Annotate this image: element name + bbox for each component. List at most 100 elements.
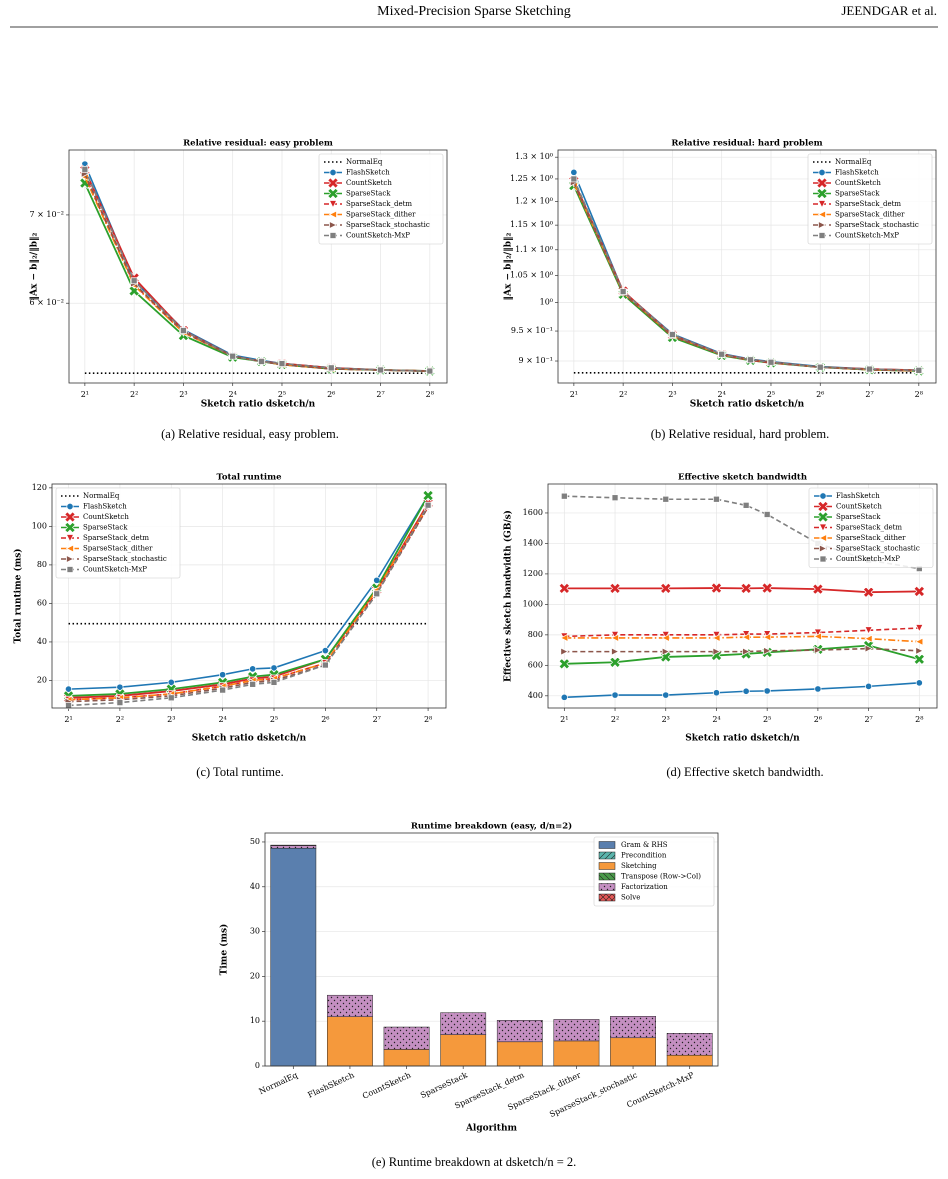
- plot-frame: [264, 832, 719, 1067]
- y-tick-label: 0: [255, 1061, 260, 1070]
- running-authors: JEENDGAR et al.: [841, 3, 937, 18]
- marker: [219, 671, 227, 679]
- marker: [661, 647, 671, 656]
- marker: [660, 582, 672, 595]
- marker: [741, 633, 750, 642]
- marker: [619, 288, 627, 295]
- marker: [742, 647, 751, 656]
- y-tick-label: 40: [250, 882, 260, 891]
- legend-label: SparseStack: [346, 190, 391, 198]
- bar-segment: [440, 1034, 487, 1067]
- x-tick-label: 2³: [668, 390, 676, 399]
- y-tick-label: 1.3 × 10⁰: [515, 152, 553, 161]
- marker: [915, 624, 924, 633]
- marker: [560, 633, 569, 642]
- marker: [713, 495, 720, 503]
- y-tick-label: 1000: [523, 599, 543, 608]
- marker: [611, 494, 619, 502]
- x-tick-label: 2³: [167, 715, 175, 724]
- marker: [116, 699, 124, 706]
- y-tick-label: 20: [37, 675, 47, 684]
- legend-marker: [329, 220, 338, 230]
- plot-frame: [51, 483, 447, 709]
- marker: [64, 685, 73, 693]
- plot-frame: [547, 483, 938, 709]
- marker: [422, 489, 434, 502]
- legend-label: SparseStack_dither: [83, 545, 153, 553]
- marker: [866, 365, 873, 373]
- marker: [661, 631, 670, 640]
- x-tick-label: 2¹: [64, 715, 72, 724]
- legend-label: SparseStack_detm: [83, 534, 149, 542]
- bar-segment: [553, 1040, 600, 1067]
- legend-marker: [66, 566, 74, 573]
- marker: [712, 631, 721, 640]
- legend-swatch: [598, 862, 616, 870]
- marker: [570, 175, 578, 183]
- x-tick-label: 2⁷: [376, 390, 384, 399]
- legend-label: NormalEq: [835, 158, 872, 166]
- y-axis-label: Total runtime (ms): [13, 548, 24, 643]
- x-tick-label: 2⁶: [814, 715, 822, 724]
- y-tick-label: 20: [250, 971, 260, 980]
- marker: [270, 679, 278, 686]
- y-tick-label: 400: [528, 691, 543, 700]
- marker: [558, 582, 570, 595]
- x-axis-label: Algorithm: [465, 1124, 518, 1134]
- y-tick-label: 1.1 × 10⁰: [515, 245, 553, 254]
- marker: [864, 634, 873, 643]
- legend-marker: [819, 555, 827, 563]
- legend-marker: [817, 210, 826, 219]
- y-tick-label: 600: [528, 660, 543, 669]
- x-tick-label: 2⁶: [816, 390, 824, 399]
- marker: [814, 646, 823, 655]
- legend-label: SparseStack: [835, 190, 880, 198]
- marker: [915, 366, 923, 374]
- legend-marker: [329, 168, 337, 177]
- y-tick-label: 10: [250, 1016, 260, 1025]
- y-tick-label: 800: [528, 630, 543, 639]
- bar-segment: [496, 1020, 543, 1043]
- marker: [662, 691, 670, 699]
- marker: [377, 366, 384, 374]
- legend-label: FlashSketch: [835, 169, 879, 177]
- marker: [558, 658, 570, 670]
- legend-marker: [327, 187, 339, 200]
- y-axis-label: ‖Ax − b‖₂/‖b‖₂: [504, 232, 514, 300]
- marker: [65, 702, 72, 709]
- marker: [219, 686, 226, 694]
- legend-marker: [818, 232, 826, 239]
- legend-label: NormalEq: [83, 492, 120, 500]
- x-axis-label: Sketch ratio dsketch/n: [201, 400, 316, 410]
- chart: Runtime breakdown (easy, d/n=2) 0 10 20 30 40…: [219, 821, 719, 1169]
- y-tick-label: 80: [37, 560, 47, 569]
- bar-segment: [610, 1016, 656, 1039]
- bar-segment: [270, 847, 317, 1067]
- marker: [249, 680, 257, 688]
- x-tick-label: 2⁸: [426, 390, 434, 399]
- x-tick-label: 2³: [179, 390, 187, 399]
- bar-segment: [666, 1054, 713, 1067]
- chart-title: Total runtime: [216, 473, 282, 483]
- marker: [915, 679, 923, 687]
- y-tick-label: 1.15 × 10⁰: [510, 220, 553, 229]
- y-tick-label: 6 × 10⁻²: [30, 298, 65, 307]
- chart-title: Relative residual: easy problem: [183, 139, 333, 149]
- marker: [167, 694, 175, 702]
- legend-swatch: [598, 841, 616, 849]
- chart: Total runtime 20 40 60 80 100 120 2¹ 2² 2³ 2⁴ 2⁵ 2⁶ 2…: [13, 473, 447, 779]
- legend-label: SparseStack_detm: [346, 200, 412, 208]
- marker: [710, 582, 723, 594]
- x-tick-label: 2⁵: [763, 715, 771, 724]
- y-tick-label: 7 × 10⁻²: [30, 210, 65, 219]
- y-tick-label: 100: [32, 521, 47, 530]
- figure-caption: (a) Relative residual, easy problem.: [161, 427, 339, 441]
- legend-marker: [65, 534, 75, 543]
- legend-label: Transpose (Row->Col): [621, 873, 701, 881]
- bar-segment: [383, 1026, 430, 1050]
- legend-marker: [816, 187, 828, 200]
- marker: [116, 683, 124, 691]
- marker: [812, 583, 824, 595]
